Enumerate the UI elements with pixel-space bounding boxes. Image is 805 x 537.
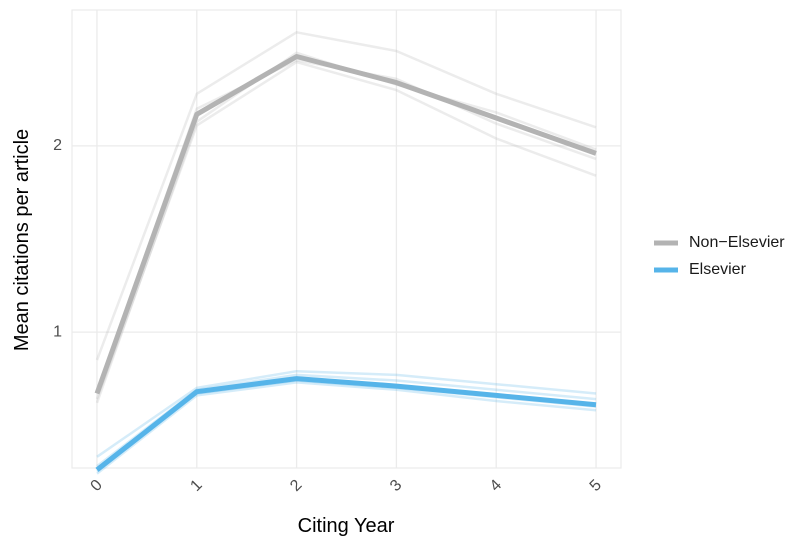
x-tick-label: 2 [287,477,305,495]
series-mean-line [94,54,597,395]
series-replicate-line [95,60,597,400]
series-replicate-line [95,31,597,361]
x-tick-label: 0 [88,477,106,495]
panel-border [71,9,622,469]
x-tick-label: 4 [487,477,505,495]
series-replicate-line [96,381,597,475]
legend: Non−Elsevier Elsevier [654,234,785,278]
series-mean-line [95,376,597,472]
legend-label: Non−Elsevier [689,234,785,251]
series-lines [94,31,597,475]
legend-label: Elsevier [689,261,747,278]
y-tick-label: 2 [53,137,62,154]
x-tick-label: 3 [387,477,405,495]
x-tick-label: 5 [587,477,605,495]
series-replicate-line [95,59,597,393]
x-tick-label: 1 [187,477,205,495]
series-replicate-line [96,379,597,473]
y-tick-label: 1 [53,323,62,340]
y-axis-title: Mean citations per article [11,129,33,351]
series-replicate-line [96,373,597,468]
series-replicate-line [96,369,597,458]
series-replicate-line [95,51,597,404]
x-axis-title: Citing Year [298,515,395,537]
